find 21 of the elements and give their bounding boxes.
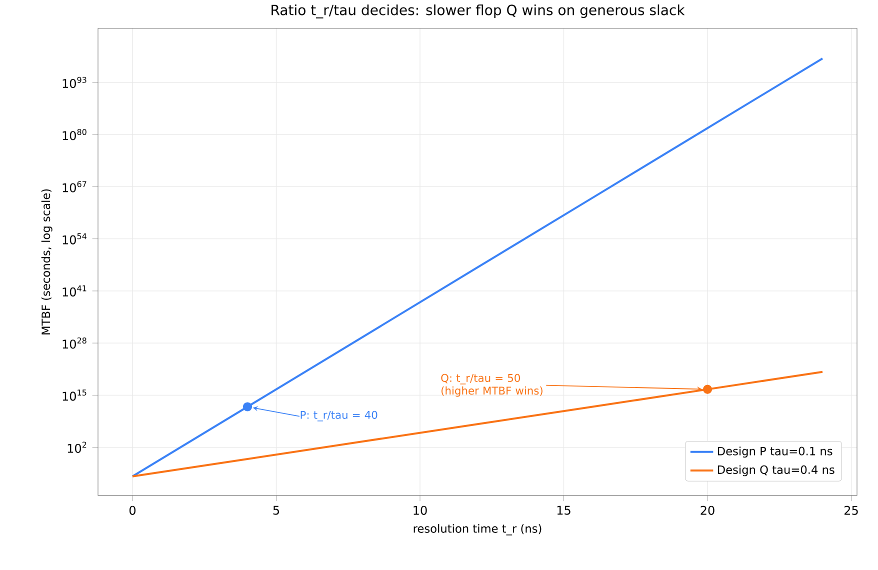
x-axis-title: resolution time t_r (ns) bbox=[414, 524, 542, 536]
y-tick-label: 10$^{93}$ bbox=[62, 76, 86, 88]
y-tick-label: 10$^{15}$ bbox=[62, 389, 86, 401]
x-tick-label: 10 bbox=[414, 506, 427, 515]
y-tick-label: 10$^{2}$ bbox=[68, 442, 86, 453]
x-tick-label: 0 bbox=[129, 506, 136, 515]
y-tick-label: 10$^{28}$ bbox=[62, 337, 86, 348]
y-tick-label: 10$^{54}$ bbox=[62, 233, 86, 244]
y-tick-label: 10$^{67}$ bbox=[62, 180, 86, 192]
annotation: Q: t_r/tau = 50 (higher MTBF wins) bbox=[441, 374, 542, 397]
legend-label: Design P tau=0.1 ns bbox=[718, 446, 832, 458]
x-tick-label: 20 bbox=[700, 506, 714, 515]
x-tick-label: 5 bbox=[273, 506, 280, 515]
y-tick-label: 10$^{80}$ bbox=[62, 128, 86, 140]
y-tick-label: 10$^{41}$ bbox=[62, 285, 86, 296]
x-tick-label: 15 bbox=[557, 506, 570, 515]
legend-label: Design Q tau=0.4 ns bbox=[718, 464, 834, 476]
y-axis-title: MTBF (seconds, log scale) bbox=[41, 189, 52, 334]
annotation: P: t_r/tau = 40 bbox=[300, 410, 378, 422]
x-tick-label: 25 bbox=[844, 506, 858, 515]
chart-title: Ratio t_r/tau decides: slower flop Q wins on generous slack bbox=[272, 4, 685, 18]
